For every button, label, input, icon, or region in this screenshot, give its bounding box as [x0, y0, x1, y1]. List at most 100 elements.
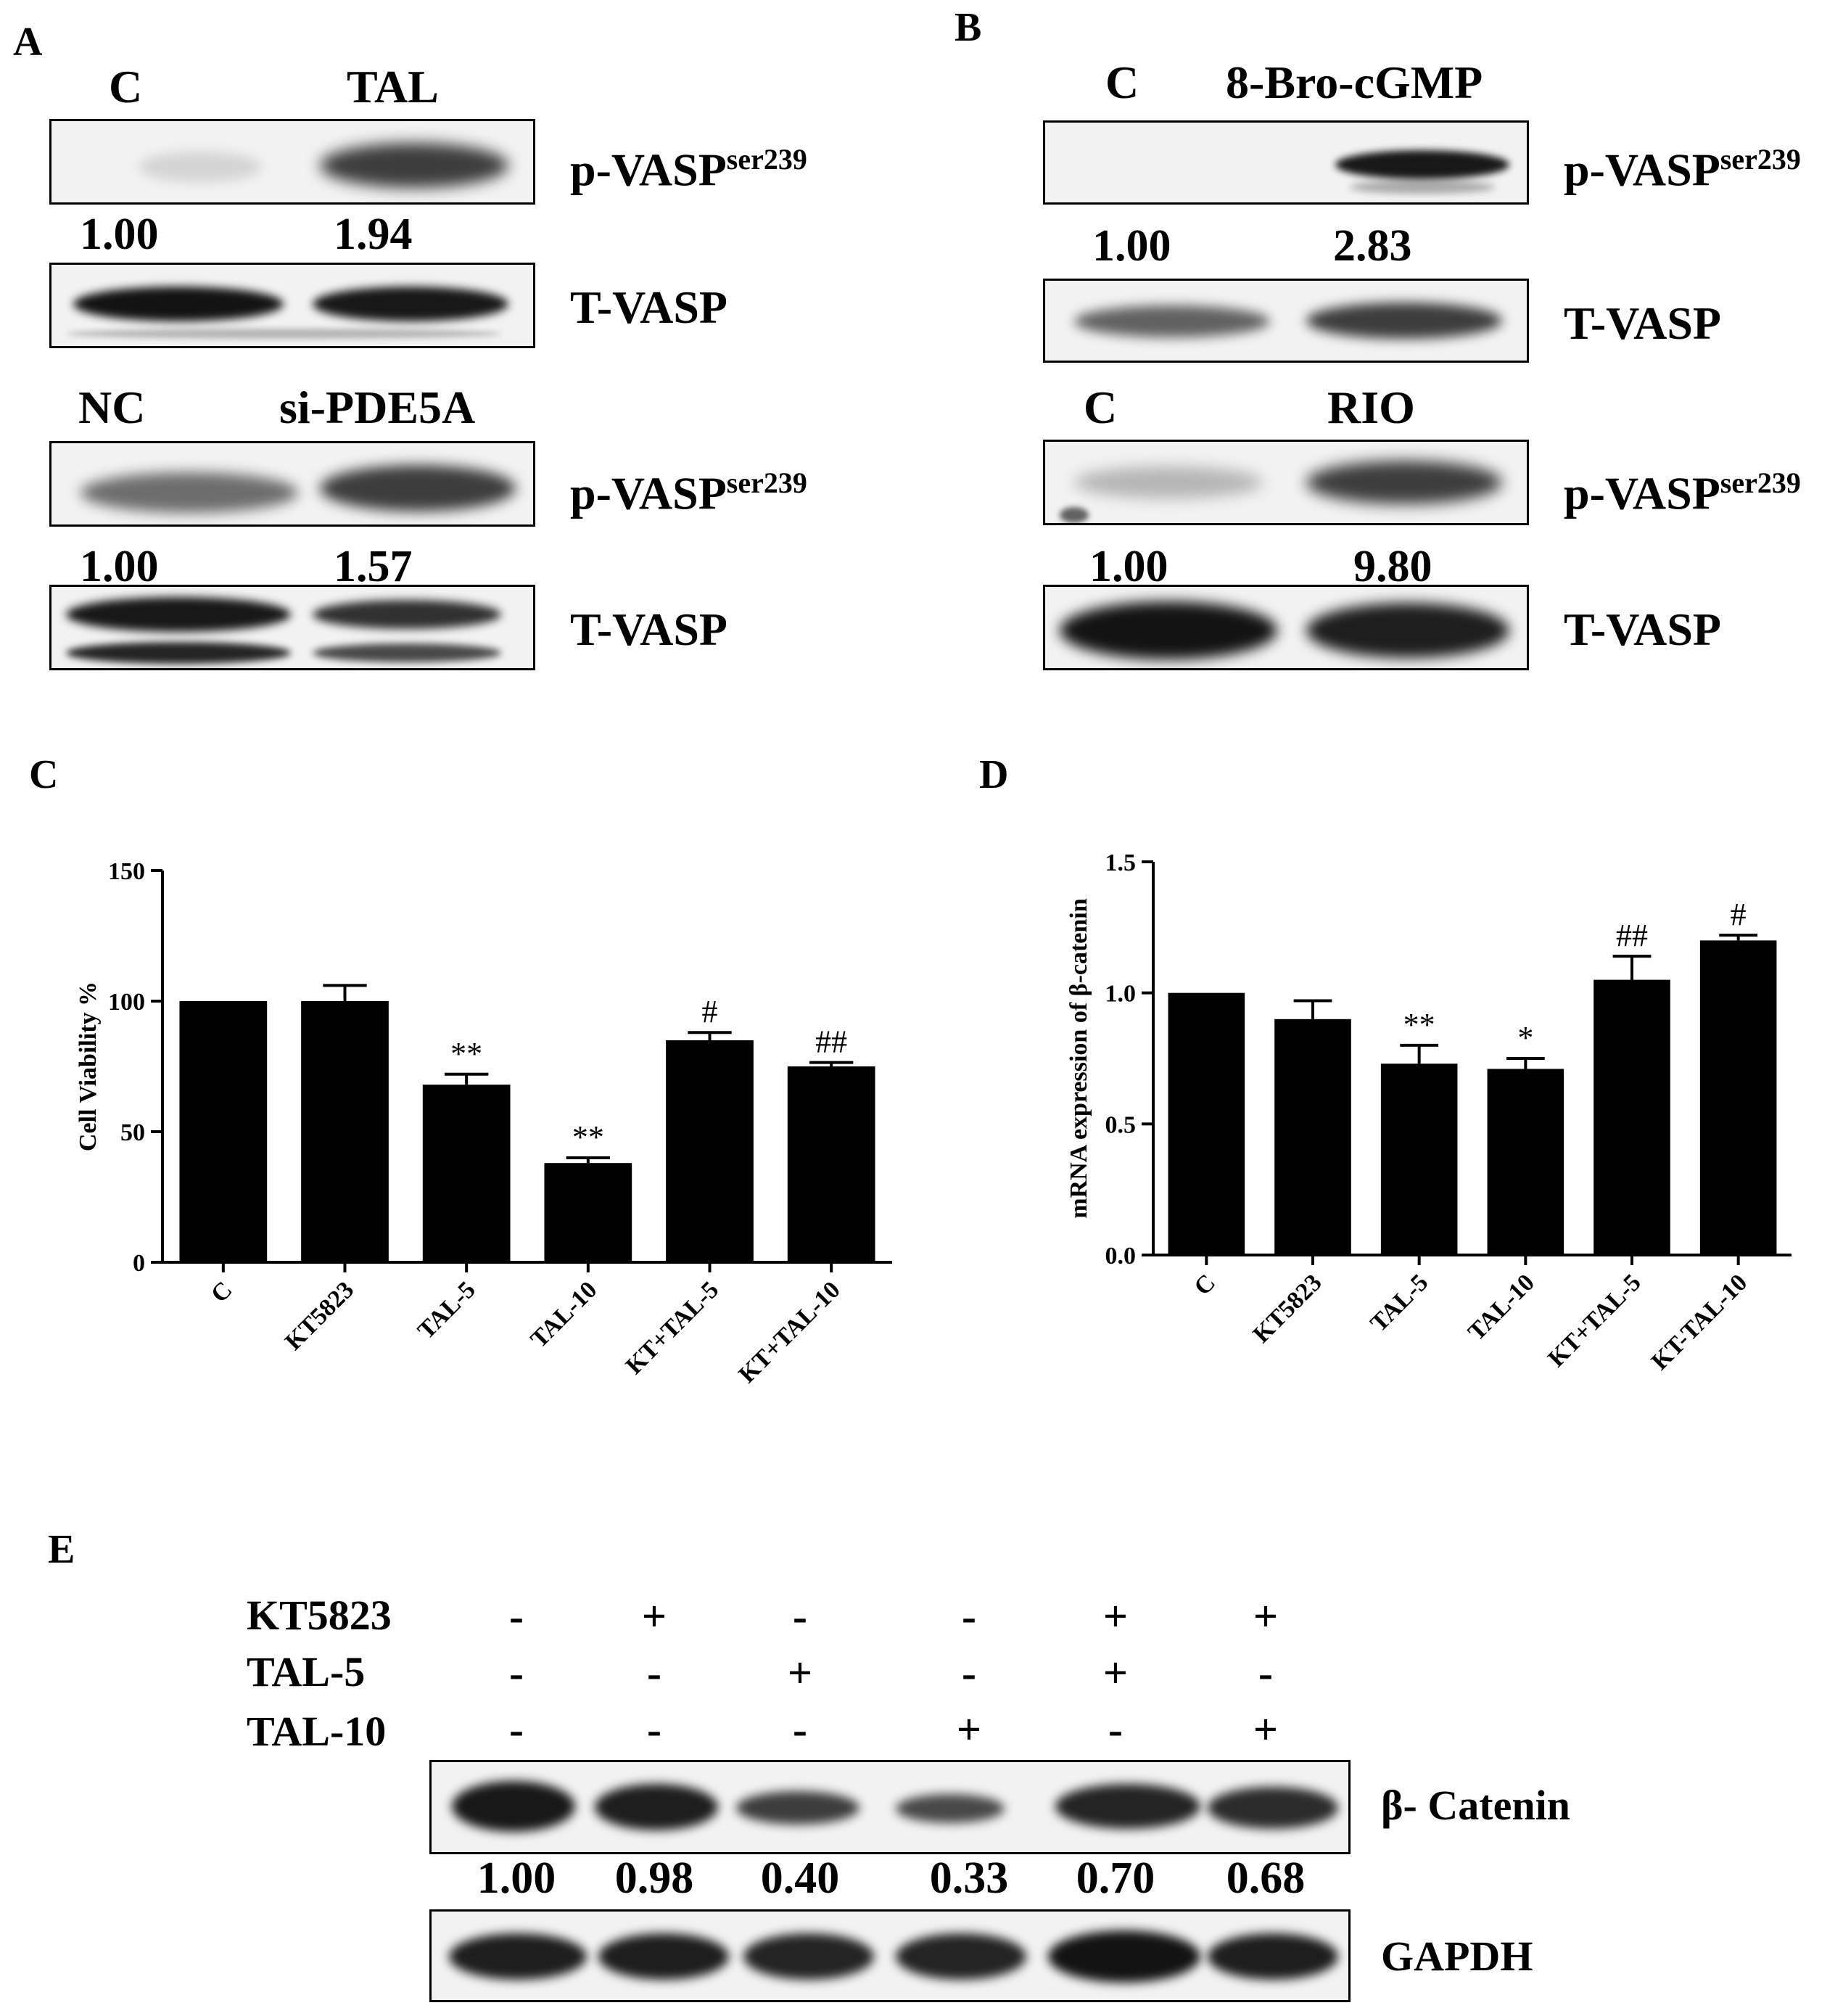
band — [1074, 305, 1270, 337]
row-label-tvasp: T-VASP — [570, 281, 727, 333]
quant-value: 2.83 — [1333, 221, 1412, 271]
lane-label: TAL — [347, 61, 439, 112]
blot-a1-pvasp — [49, 119, 535, 205]
significance-marker: # — [1731, 897, 1747, 932]
y-tick-label: 1.5 — [1105, 849, 1137, 876]
treatment-sign: - — [509, 1592, 524, 1640]
blot-e-beta-catenin — [429, 1760, 1351, 1854]
quant-value: 1.00 — [477, 1854, 556, 1903]
bar — [1274, 1019, 1351, 1255]
band — [139, 152, 262, 182]
bar — [1699, 940, 1777, 1255]
bar — [1380, 1063, 1458, 1255]
blot-a2-tvasp — [49, 585, 535, 670]
band — [1060, 507, 1089, 523]
treatment-sign: - — [793, 1706, 807, 1753]
chart-beta-catenin-mrna: 0.0 0.5 1.0 1.5 mRNA expression of β-catenin… — [1065, 849, 1792, 1375]
row-label-tvasp: T-VASP — [1564, 297, 1721, 349]
x-tick-label: KT5823 — [280, 1276, 359, 1355]
band — [66, 329, 501, 339]
band — [320, 465, 516, 511]
band — [1306, 603, 1509, 658]
band — [1208, 1787, 1338, 1829]
bar — [1168, 992, 1245, 1255]
treatment-sign: + — [641, 1592, 667, 1640]
row-label-gapdh: GAPDH — [1381, 1933, 1533, 1980]
blot-b2-pvasp — [1043, 440, 1529, 525]
treatment-label: TAL-10 — [247, 1708, 387, 1755]
treatment-sign: - — [793, 1592, 807, 1640]
row-label-pvasp: p-VASPser239 — [1564, 143, 1801, 196]
band — [313, 600, 501, 629]
y-tick-label: 0.5 — [1105, 1111, 1137, 1138]
x-tick-label: KT+TAL-10 — [734, 1276, 846, 1388]
x-tick-label: TAL-5 — [1365, 1269, 1433, 1337]
blot-a1-tvasp — [49, 263, 535, 348]
x-tick-label: KT+TAL-5 — [621, 1276, 724, 1379]
lane-label: C — [109, 61, 143, 112]
band — [1048, 1930, 1200, 1983]
panel-letter-e: E — [48, 1527, 75, 1572]
bar — [422, 1085, 511, 1262]
quant-value: 0.40 — [760, 1854, 840, 1903]
band — [736, 1791, 859, 1824]
bar — [179, 1001, 268, 1262]
y-tick-label: 50 — [120, 1119, 145, 1146]
bar — [301, 1001, 389, 1262]
lane-label: RIO — [1327, 382, 1415, 433]
bar — [1593, 979, 1670, 1255]
quant-value: 1.00 — [80, 210, 159, 259]
quant-value: 1.00 — [1092, 221, 1171, 271]
bar — [666, 1040, 754, 1262]
quant-value: 0.68 — [1226, 1854, 1306, 1903]
panel-letter-b: B — [955, 5, 982, 50]
treatment-sign: + — [787, 1649, 813, 1697]
x-tick-label: KT-TAL-10 — [1646, 1269, 1752, 1375]
band — [313, 287, 508, 321]
band — [598, 1933, 729, 1980]
treatment-sign: - — [1258, 1649, 1273, 1697]
lane-label: C — [1084, 382, 1118, 433]
quant-value: 0.98 — [614, 1854, 694, 1903]
x-tick-label: C — [206, 1276, 238, 1308]
band — [452, 1781, 575, 1832]
row-label-pvasp: p-VASPser239 — [570, 466, 807, 519]
band — [1208, 1933, 1338, 1980]
band — [1306, 461, 1502, 504]
band — [66, 597, 291, 632]
row-label-tvasp: T-VASP — [570, 604, 727, 655]
significance-marker: ## — [1616, 918, 1648, 953]
row-label-pvasp: p-VASPser239 — [1564, 466, 1801, 519]
significance-marker: ** — [450, 1036, 482, 1071]
band — [320, 143, 508, 188]
band — [896, 1933, 1026, 1980]
quant-value: 1.00 — [80, 542, 159, 591]
lane-label: si-PDE5A — [279, 382, 476, 433]
x-tick-label: C — [1189, 1269, 1221, 1301]
y-tick-label: 0.0 — [1105, 1243, 1137, 1270]
treatment-sign: + — [1253, 1706, 1279, 1753]
significance-marker: ** — [1403, 1007, 1435, 1042]
quant-value: 1.94 — [334, 210, 413, 259]
significance-marker: ** — [572, 1119, 604, 1155]
band — [66, 642, 291, 664]
treatment-sign: + — [1102, 1649, 1129, 1697]
treatment-sign: + — [1253, 1592, 1279, 1640]
treatment-sign: - — [509, 1649, 524, 1697]
treatment-sign: - — [509, 1706, 524, 1753]
treatment-sign: - — [647, 1706, 661, 1753]
treatment-label: TAL-5 — [247, 1648, 366, 1695]
treatment-sign: + — [1102, 1592, 1129, 1640]
band — [1306, 303, 1502, 339]
blot-b1-pvasp — [1043, 120, 1529, 205]
significance-marker: # — [702, 994, 718, 1029]
band — [1074, 466, 1263, 498]
treatment-sign: - — [962, 1649, 976, 1697]
band — [449, 1933, 587, 1980]
panel-letter-d: D — [979, 752, 1009, 797]
y-axis-label: Cell Viability % — [75, 982, 102, 1151]
bar — [544, 1163, 632, 1262]
band — [313, 643, 501, 662]
bar — [787, 1066, 875, 1262]
